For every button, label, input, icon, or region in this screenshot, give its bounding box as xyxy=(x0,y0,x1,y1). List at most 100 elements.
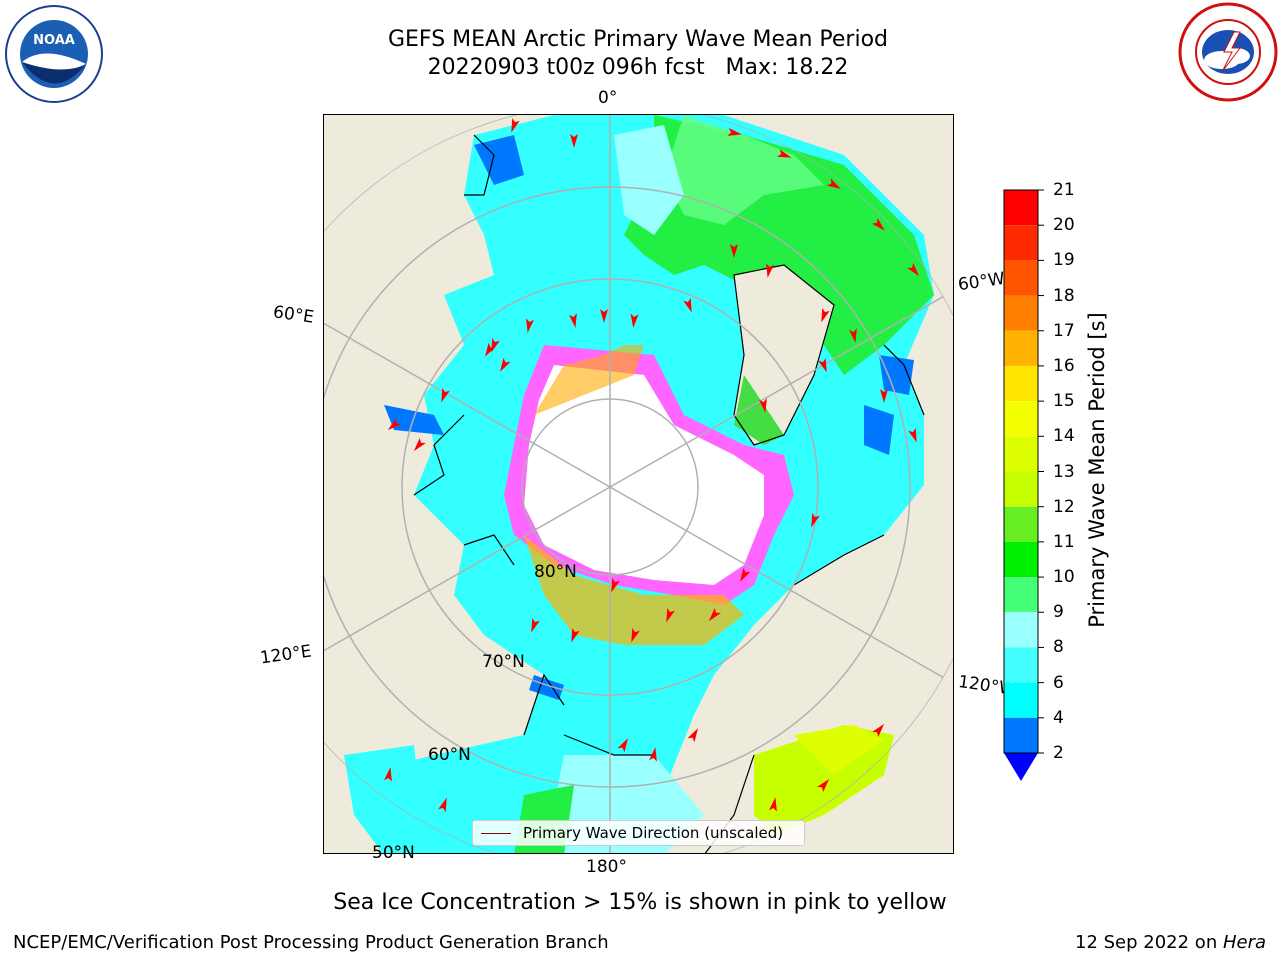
colorbar xyxy=(1003,189,1044,781)
wave-arrow xyxy=(769,797,777,812)
nws-logo xyxy=(1178,2,1278,102)
noaa-logo-text: NOAA xyxy=(33,33,75,48)
colorbar-segment xyxy=(1004,647,1038,683)
wave-arrow xyxy=(571,627,580,643)
lat-label-80n: 80°N xyxy=(534,562,577,582)
colorbar-tick-label: 8 xyxy=(1053,637,1064,658)
wave-arrow xyxy=(649,747,657,762)
wave-arrow xyxy=(441,387,450,403)
wave-arrow xyxy=(776,149,792,158)
lat-label-60n: 60°N xyxy=(428,745,471,765)
graticule xyxy=(324,115,953,853)
wave-arrow xyxy=(617,738,628,753)
footer-credit: NCEP/EMC/Verification Post Processing Pr… xyxy=(13,932,609,953)
wave-arrow xyxy=(849,328,857,343)
wave-arrow xyxy=(570,134,578,148)
wave-arrow xyxy=(630,313,639,328)
coastlines xyxy=(413,134,925,853)
colorbar-tick-label: 13 xyxy=(1053,461,1075,482)
colorbar-segment xyxy=(1004,365,1038,402)
colorbar-extend-min xyxy=(1004,753,1038,781)
wave-arrow xyxy=(826,178,841,189)
colorbar-segment xyxy=(1004,330,1038,366)
colorbar-tick-label: 17 xyxy=(1053,320,1075,341)
wave-arrow xyxy=(821,307,830,323)
caption: Sea Ice Concentration > 15% is shown in … xyxy=(333,890,947,915)
colorbar-segment xyxy=(1004,541,1038,578)
colorbar-tick-label: 18 xyxy=(1053,285,1075,306)
wave-arrow xyxy=(611,577,620,593)
colorbar-tick-label: 9 xyxy=(1053,602,1064,623)
colorbar-label: Primary Wave Mean Period [s] xyxy=(1085,312,1109,628)
map-panel: Primary Wave Direction (unscaled) xyxy=(323,114,954,854)
legend-label: Primary Wave Direction (unscaled) xyxy=(523,824,784,842)
map-legend: Primary Wave Direction (unscaled) xyxy=(472,820,805,846)
chart-subtitle: 20220903 t00z 096h fcst Max: 18.22 xyxy=(427,55,849,80)
chart-title: GEFS MEAN Arctic Primary Wave Mean Perio… xyxy=(387,27,888,52)
colorbar-segment xyxy=(1004,190,1038,226)
wave-arrow xyxy=(727,128,742,136)
colorbar-segment xyxy=(1004,436,1038,472)
colorbar-tick-label: 20 xyxy=(1053,215,1075,236)
meridian-60e xyxy=(324,311,611,488)
colorbar-tick-label: 10 xyxy=(1053,567,1075,588)
wave-arrow xyxy=(485,342,496,357)
lon-label-0: 0° xyxy=(598,88,618,108)
wave-arrow xyxy=(818,357,827,373)
colorbar-segment xyxy=(1004,225,1038,261)
wave-arrow xyxy=(569,313,577,328)
colorbar-tick-label: 21 xyxy=(1053,180,1075,200)
wave-arrow xyxy=(811,512,820,528)
colorbar-segment xyxy=(1004,506,1038,542)
colorbar-tick-label: 2 xyxy=(1053,743,1064,763)
colorbar-tick-label: 15 xyxy=(1053,391,1075,412)
wave-arrow xyxy=(531,617,540,633)
lon-label-180: 180° xyxy=(586,857,627,877)
wave-arrow xyxy=(384,767,392,782)
wave-arrow xyxy=(708,607,721,622)
wave-arrow xyxy=(817,778,830,793)
lon-label-60e: 60°E xyxy=(271,302,316,328)
colorbar-tick-label: 19 xyxy=(1053,250,1075,271)
colorbar-segment xyxy=(1004,577,1038,613)
wave-arrow xyxy=(740,567,751,582)
wave-arrow xyxy=(491,337,500,353)
wave-arrow xyxy=(730,244,738,258)
lon-label-120e: 120°E xyxy=(258,641,313,669)
wave-arrow xyxy=(666,607,675,623)
colorbar-segment xyxy=(1004,682,1038,718)
colorbar-segment xyxy=(1004,471,1038,507)
wave-arrow xyxy=(687,728,698,743)
noaa-logo: NOAA xyxy=(5,5,103,103)
colorbar-segment xyxy=(1004,717,1038,753)
colorbar-tick-label: 16 xyxy=(1053,355,1075,376)
wave-arrow xyxy=(766,263,774,278)
colorbar-segment xyxy=(1004,401,1038,437)
lat-label-70n: 70°N xyxy=(482,652,525,672)
polar-map xyxy=(324,115,953,853)
legend-line-swatch xyxy=(481,833,511,834)
colorbar-tick-label: 6 xyxy=(1053,672,1064,693)
wave-arrow xyxy=(907,262,920,277)
wave-arrow xyxy=(511,117,520,133)
colorbar-tick-label: 14 xyxy=(1053,426,1075,447)
meridian-60w xyxy=(609,278,953,488)
wave-arrow xyxy=(600,309,608,323)
colorbar-segment xyxy=(1004,612,1038,648)
footer-date-text: 12 Sep 2022 on xyxy=(1075,932,1223,953)
colorbar-segment xyxy=(1004,260,1038,296)
footer-date: 12 Sep 2022 on Hera xyxy=(1075,932,1266,953)
wave-arrow xyxy=(880,389,888,403)
footer-host: Hera xyxy=(1222,932,1266,953)
wave-arrow xyxy=(526,318,534,333)
wave-arrow xyxy=(631,627,640,643)
colorbar-tick-label: 11 xyxy=(1053,531,1075,552)
wave-arrow xyxy=(387,418,402,431)
wave-arrow xyxy=(908,427,917,443)
sea-ice xyxy=(504,345,794,645)
wave-direction-arrows xyxy=(384,117,920,813)
wave-arrow xyxy=(872,723,885,738)
wave-arrow xyxy=(871,217,885,231)
lat-label-50n: 50°N xyxy=(372,843,415,863)
wave-arrow xyxy=(413,437,426,452)
